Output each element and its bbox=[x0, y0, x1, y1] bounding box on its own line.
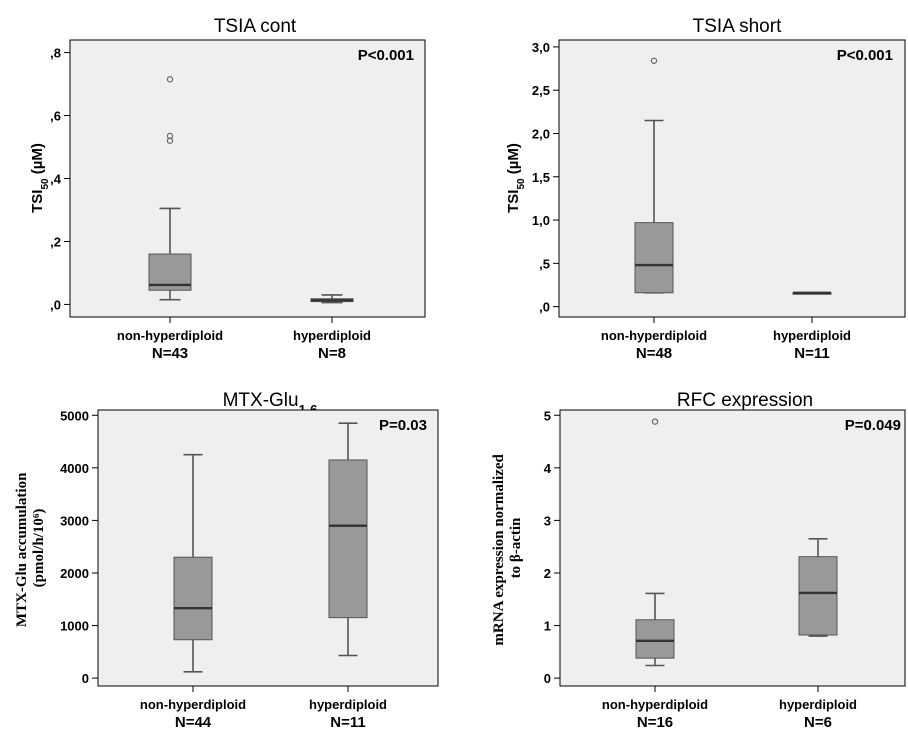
box-hyperdiploid bbox=[328, 459, 368, 619]
panel-2-ytick-label: 2,5 bbox=[532, 83, 550, 98]
panel-3-ylabel-line1: MTX-Glu accumulation bbox=[14, 472, 30, 627]
panel-4-n-label: N=16 bbox=[637, 714, 673, 729]
panel-3-category-label: non-hyperdiploid bbox=[140, 697, 246, 712]
panel-3-title-main: MTX-Glu bbox=[223, 390, 299, 411]
panel-1-n-label: N=43 bbox=[152, 345, 188, 362]
panel-1-ylabel-sub: 50 bbox=[40, 178, 51, 190]
panel-1-n-label: N=8 bbox=[318, 345, 346, 362]
panel-4-n-label: N=6 bbox=[804, 714, 832, 729]
panel-1-plot-area bbox=[69, 39, 426, 318]
panel-4-xlabels: non-hyperdiploid N=16 hyperdiploid N=6 bbox=[602, 697, 857, 729]
box-non-hyperdiploid bbox=[635, 619, 675, 659]
panel-4-yaxis: 0 1 2 3 4 5 bbox=[544, 408, 819, 692]
panel-3-ytick-label: 3000 bbox=[60, 513, 89, 528]
outlier-point bbox=[166, 76, 174, 83]
panel-4-boxes bbox=[635, 418, 838, 667]
panel-2-ytick-label: 1,5 bbox=[532, 170, 550, 185]
panel-2-boxes bbox=[634, 57, 832, 295]
panel-2-ylabel-tail: (µM) bbox=[505, 143, 522, 178]
panel-2-ytick-label: ,5 bbox=[539, 256, 550, 271]
panel-2-pvalue: P<0.001 bbox=[837, 47, 893, 64]
panel-4-ytick-label: 1 bbox=[544, 619, 551, 634]
panel-2-ylabel: TSI50 (µM) bbox=[505, 143, 527, 213]
panel-1-ytick-label: ,6 bbox=[50, 109, 61, 124]
panel-1-category-label: hyperdiploid bbox=[293, 328, 371, 343]
outlier-point bbox=[651, 418, 659, 425]
outlier-point bbox=[166, 132, 174, 140]
panel-2-title: TSIA short bbox=[693, 16, 782, 37]
panel-4-ylabel-line1: mRNA expression normalized bbox=[491, 454, 507, 646]
outlier-point bbox=[650, 57, 658, 64]
panel-3-pvalue: P=0.03 bbox=[379, 417, 427, 434]
panel-1-ytick-label: ,2 bbox=[50, 234, 61, 249]
panel-4-pvalue: P=0.049 bbox=[845, 417, 901, 434]
panel-2-n-label: N=11 bbox=[794, 345, 829, 362]
panel-2-category-label: non-hyperdiploid bbox=[601, 328, 707, 343]
panel-3-ytick-label: 1000 bbox=[60, 619, 89, 634]
panel-1-ytick-label: ,8 bbox=[50, 46, 61, 61]
panel-tsia-cont: TSIA cont P<0.001 TSI50 (µM) ,0,2,4,6,8 … bbox=[29, 16, 426, 362]
panel-3-ytick-label: 4000 bbox=[60, 461, 89, 476]
panel-1-ylabel: TSI50 (µM) bbox=[29, 143, 51, 213]
panel-2-ytick-label: 1,0 bbox=[532, 213, 550, 228]
panel-3-ylabel-line2: (pmol/h/10⁶) bbox=[31, 509, 47, 588]
panel-2-ylabel-sub: 50 bbox=[516, 178, 527, 190]
panel-1-ytick-label: ,0 bbox=[50, 297, 61, 312]
panel-4-ylabel: mRNA expression normalized to β-actin bbox=[491, 450, 524, 645]
panel-1-yaxis: ,0 ,2 ,4 ,6 ,8 bbox=[50, 46, 333, 323]
box-hyperdiploid bbox=[798, 556, 838, 636]
panel-3-ytick-label: 5000 bbox=[60, 408, 89, 423]
panel-2-xlabels: non-hyperdiploid N=48 hyperdiploid N=11 bbox=[601, 328, 851, 362]
panel-2-ylabel-main: TSI bbox=[505, 190, 522, 213]
panel-4-title: RFC expression bbox=[677, 390, 813, 411]
panel-4-category-label: hyperdiploid bbox=[779, 697, 857, 712]
panel-1-ytick-label: ,4 bbox=[50, 172, 62, 187]
panel-4-category-label: non-hyperdiploid bbox=[602, 697, 708, 712]
box-non-hyperdiploid bbox=[634, 222, 674, 294]
panel-4-ytick-label: 3 bbox=[544, 513, 551, 528]
panel-3-xlabels: non-hyperdiploid N=44 hyperdiploid N=11 bbox=[140, 697, 387, 729]
panel-2-ytick-label: 2,0 bbox=[532, 126, 550, 141]
panel-4-ytick-label: 2 bbox=[544, 566, 551, 581]
panel-2-yaxis: ,0 ,5 1,0 1,5 2,0 2,5 3,0 bbox=[532, 40, 813, 323]
panel-2-n-label: N=48 bbox=[636, 345, 672, 362]
panel-1-ylabel-tail: (µM) bbox=[29, 143, 46, 178]
panel-2-ytick-label: ,0 bbox=[539, 300, 550, 315]
panel-3-n-label: N=11 bbox=[330, 714, 365, 729]
panel-3-yaxis: 0 1000 2000 3000 4000 5000 bbox=[60, 408, 349, 692]
panel-1-title: TSIA cont bbox=[214, 16, 297, 37]
panel-tsia-short: TSIA short P<0.001 TSI50 (µM) ,0 ,5 1,0 1,5… bbox=[505, 16, 906, 362]
panel-4-ytick-label: 4 bbox=[544, 461, 552, 476]
panel-4-ytick-label: 5 bbox=[544, 408, 551, 423]
panel-1-ylabel-main: TSI bbox=[29, 190, 46, 213]
box-non-hyperdiploid bbox=[173, 556, 213, 641]
panel-3-ytick-label: 2000 bbox=[60, 566, 89, 581]
panel-3-plot-area bbox=[97, 409, 439, 687]
panel-3-n-label: N=44 bbox=[175, 714, 212, 729]
panel-3-ylabel: MTX-Glu accumulation (pmol/h/10⁶) bbox=[14, 469, 47, 627]
panel-mtx-glu: MTX-Glu1-6 P=0.03 MTX-Glu accumulation (… bbox=[14, 390, 439, 729]
panel-4-ylabel-line2: to β-actin bbox=[508, 517, 524, 578]
panel-2-ytick-label: 3,0 bbox=[532, 40, 550, 55]
panel-3-category-label: hyperdiploid bbox=[309, 697, 387, 712]
panel-2-category-label: hyperdiploid bbox=[773, 328, 851, 343]
panel-1-xlabels: non-hyperdiploid N=43 hyperdiploid N=8 bbox=[117, 328, 371, 362]
panel-1-boxes bbox=[148, 76, 354, 304]
panel-1-category-label: non-hyperdiploid bbox=[117, 328, 223, 343]
panel-4-plot-area bbox=[559, 409, 906, 687]
panel-1-pvalue: P<0.001 bbox=[358, 47, 414, 64]
panel-4-ytick-label: 0 bbox=[544, 671, 551, 686]
panel-2-plot-area bbox=[558, 39, 906, 318]
panel-3-boxes bbox=[173, 422, 368, 673]
panel-rfc-expression: RFC expression P=0.049 mRNA expression n… bbox=[491, 390, 906, 729]
panel-3-ytick-label: 0 bbox=[82, 671, 89, 686]
